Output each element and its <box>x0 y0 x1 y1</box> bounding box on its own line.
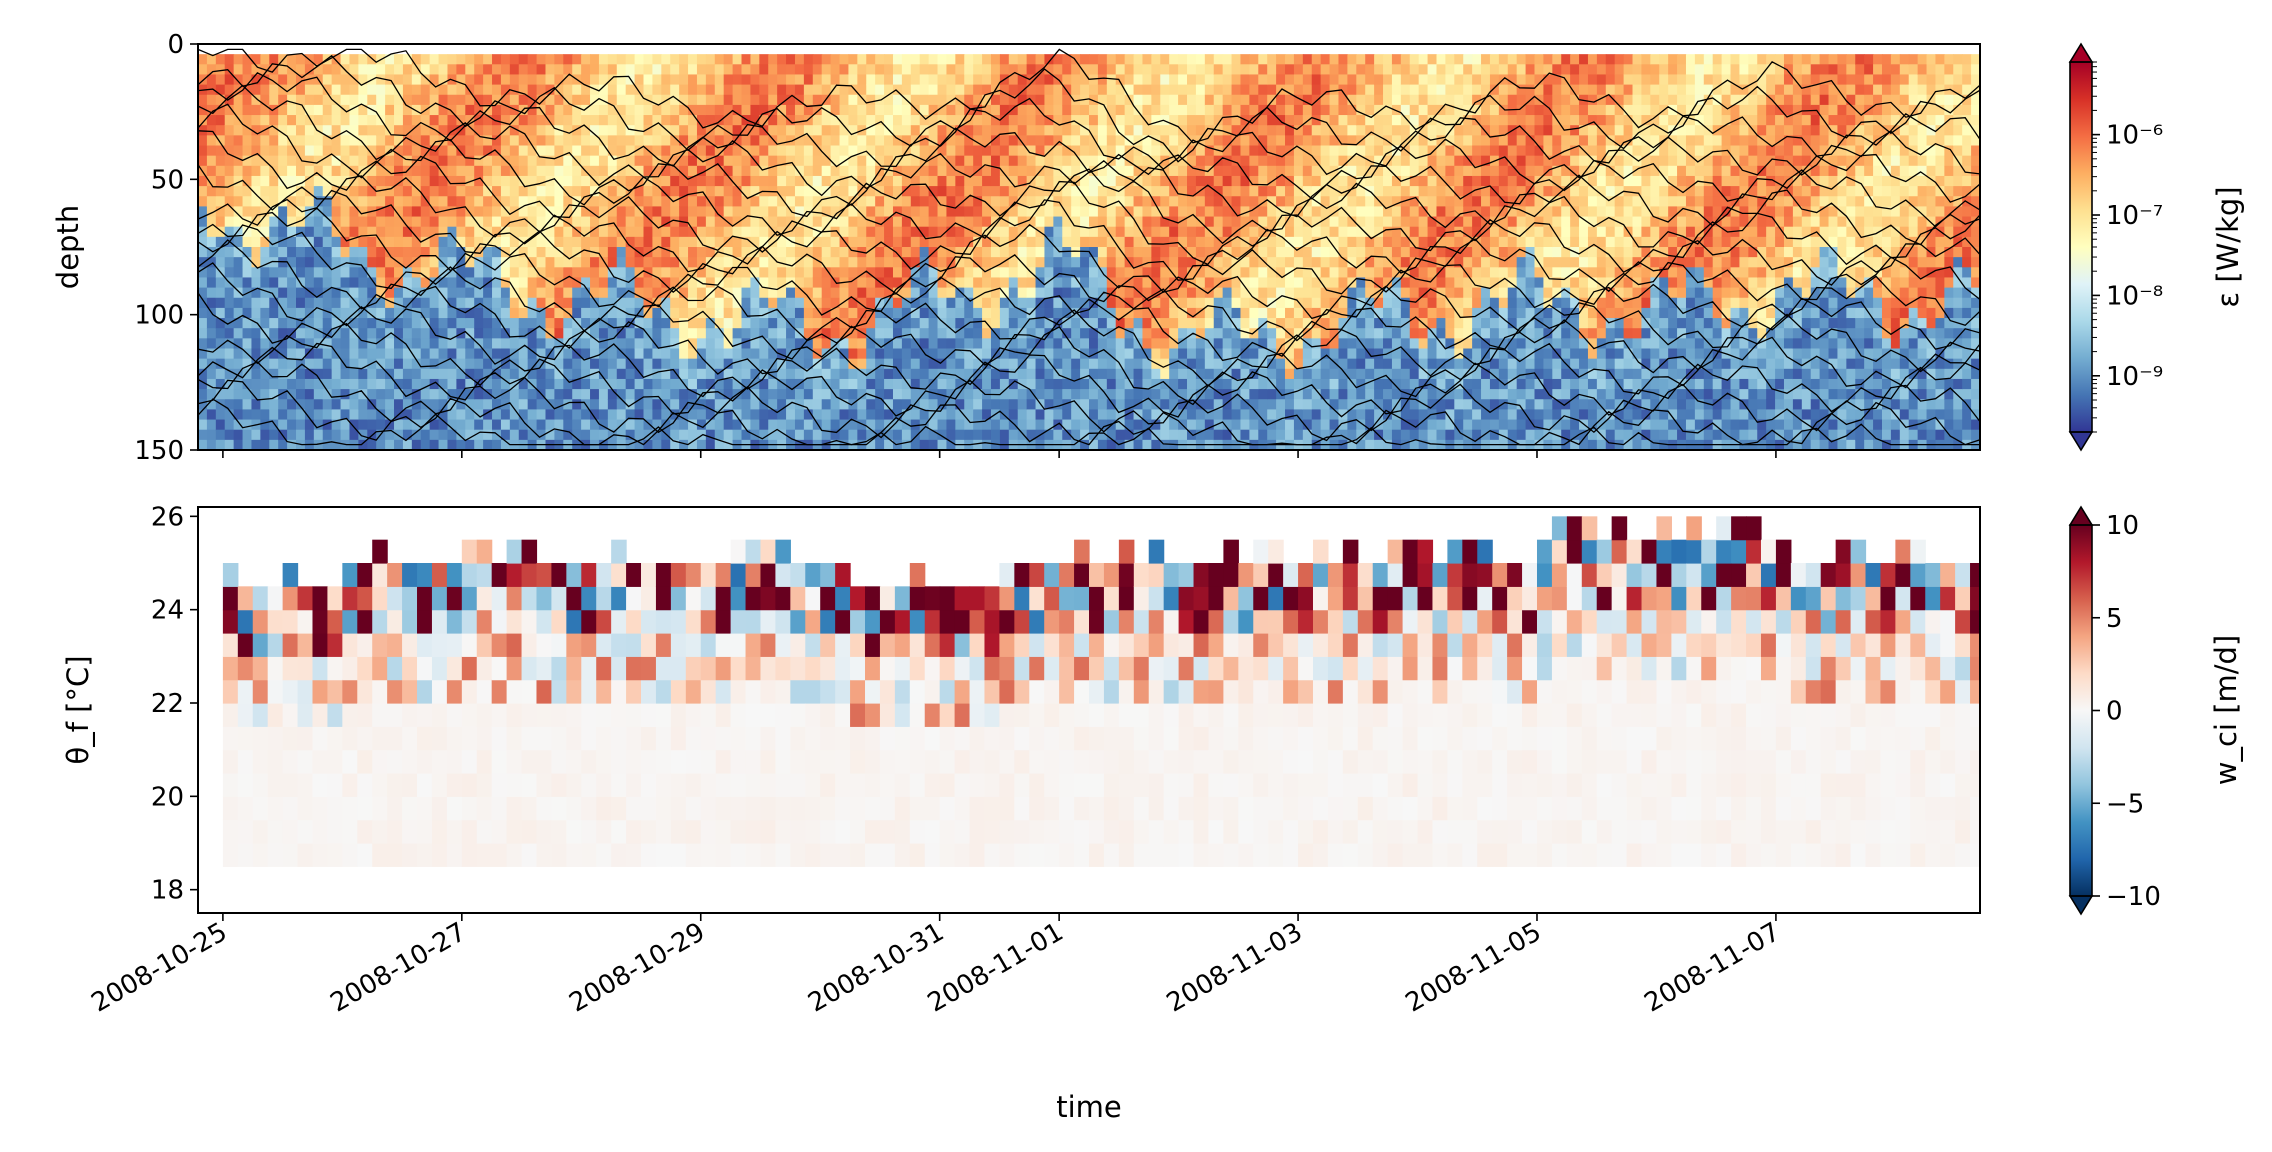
epsilon-colorbar-gradient <box>2070 62 2092 432</box>
epsilon-colorbar-tick-label: 10⁻⁷ <box>2106 201 2163 231</box>
bottom-axes-frame <box>197 506 1981 914</box>
wci-heatmap <box>222 516 1980 867</box>
bottom-x-tick-label: 2008-10-25 <box>87 917 233 1019</box>
bottom-y-tick-label: 24 <box>151 596 184 626</box>
top-y-axis-label: depth <box>51 205 85 289</box>
isopycnal-line <box>198 164 1980 266</box>
isopycnal-line <box>198 361 1980 442</box>
isopycnal-line <box>198 130 1980 245</box>
isopycnal-line <box>198 207 1980 295</box>
epsilon-colorbar: 10⁻⁹ 10⁻⁸ 10⁻⁷ 10⁻⁶ ε [W/kg] <box>2068 42 2245 452</box>
isopycnal-line <box>198 189 1980 281</box>
bottom-x-tick-label: 2008-11-07 <box>1640 917 1786 1019</box>
isopycnal-line <box>198 342 1980 418</box>
bottom-y-tick-label: 26 <box>151 502 184 532</box>
bottom-y-tick-label: 22 <box>151 689 184 719</box>
epsilon-depth-panel: 0 50 100 150 depth <box>51 30 1981 466</box>
epsilon-colorbar-tick-label: 10⁻⁶ <box>2106 121 2163 151</box>
wci-colorbar-ticks: −10 −5 0 5 10 <box>2092 511 2161 912</box>
bottom-x-tick-label: 2008-10-27 <box>325 917 471 1019</box>
isopycnal-line <box>198 292 1980 387</box>
isopycnal-line <box>198 262 1980 362</box>
bottom-y-tick-label: 20 <box>151 782 184 812</box>
isopycnal-contours <box>198 48 1980 446</box>
wci-colorbar-tick-label: −10 <box>2106 882 2161 912</box>
bottom-x-tick-label: 2008-11-05 <box>1401 917 1547 1019</box>
isopycnal-line <box>198 224 1980 320</box>
bottom-y-tick-label: 18 <box>151 876 184 906</box>
wci-colorbar: −10 −5 0 5 10 w_ci [m/d] <box>2068 505 2243 916</box>
top-y-axis: 0 50 100 150 <box>134 30 198 466</box>
isopycnal-line <box>198 239 1980 342</box>
top-y-tick-label: 100 <box>134 301 184 331</box>
bottom-y-axis: 18 20 22 24 26 <box>151 502 198 906</box>
top-y-tick-label: 50 <box>151 165 184 195</box>
epsilon-colorbar-label: ε [W/kg] <box>2211 186 2245 307</box>
epsilon-colorbar-extend-min <box>2068 431 2094 452</box>
isopycnal-line <box>198 398 1980 446</box>
bottom-x-tick-label: 2008-10-31 <box>803 917 949 1019</box>
wci-colorbar-gradient <box>2070 525 2092 896</box>
top-x-ticks <box>222 450 1777 458</box>
isopycnal-line <box>198 379 1980 446</box>
top-y-tick-label: 0 <box>167 30 184 60</box>
wci-colorbar-extend-min <box>2068 895 2094 916</box>
top-axes-frame <box>197 43 1981 451</box>
isopycnal-line <box>198 54 1980 163</box>
wci-colorbar-label: w_ci [m/d] <box>2209 635 2243 786</box>
wci-colorbar-extend-max <box>2068 505 2094 526</box>
epsilon-colorbar-ticks: 10⁻⁹ 10⁻⁸ 10⁻⁷ 10⁻⁶ <box>2092 61 2163 433</box>
bottom-y-axis-label: θ_f [°C] <box>61 655 95 764</box>
wci-colorbar-tick-label: 5 <box>2106 604 2123 634</box>
bottom-x-tick-label: 2008-11-03 <box>1162 917 1308 1019</box>
bottom-x-axis: 2008-10-25 2008-10-27 2008-10-29 2008-10-31… <box>87 913 1786 1019</box>
bottom-x-tick-label: 2008-11-01 <box>923 917 1069 1019</box>
epsilon-colorbar-extend-max <box>2068 42 2094 63</box>
top-y-tick-label: 150 <box>134 436 184 466</box>
bottom-x-tick-label: 2008-10-29 <box>564 917 710 1019</box>
wci-colorbar-tick-label: 10 <box>2106 511 2139 541</box>
isopycnal-line <box>198 71 1980 176</box>
wci-colorbar-tick-label: −5 <box>2106 789 2144 819</box>
isopycnal-line <box>198 103 1980 218</box>
epsilon-colorbar-tick-label: 10⁻⁸ <box>2106 281 2163 311</box>
bottom-x-axis-label: time <box>1056 1090 1122 1124</box>
wci-colorbar-tick-label: 0 <box>2106 697 2123 727</box>
epsilon-colorbar-tick-label: 10⁻⁹ <box>2106 362 2163 392</box>
